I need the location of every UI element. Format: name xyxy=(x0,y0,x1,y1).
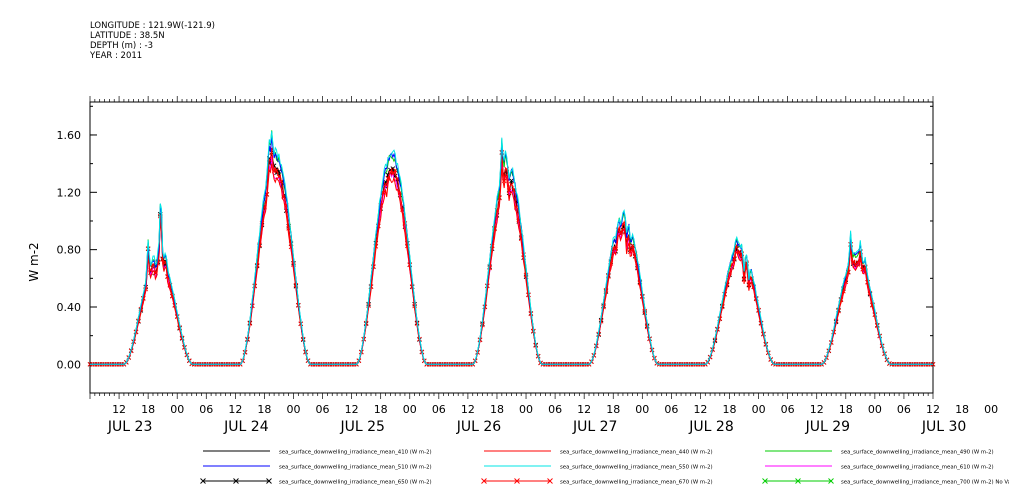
legend-label: sea_surface_downwelling_irradiance_mean_… xyxy=(560,450,713,456)
series-marker-7 xyxy=(506,188,512,194)
series-marker-7 xyxy=(514,205,519,210)
legend-marker xyxy=(762,478,768,484)
x-hour-tick-label: 06 xyxy=(548,403,562,416)
series-marker-7 xyxy=(501,178,507,184)
legend-label: sea_surface_downwelling_irradiance_mean_… xyxy=(841,450,994,456)
longitude-label: LONGITUDE : 121.9W(-121.9) xyxy=(90,21,215,31)
x-hour-tick-label: 00 xyxy=(635,403,649,416)
x-hour-tick-label: 00 xyxy=(868,403,882,416)
x-date-label: JUL 23 xyxy=(107,419,152,435)
x-hour-tick-label: 18 xyxy=(374,403,388,416)
header-info: LONGITUDE : 121.9W(-121.9) LATITUDE : 38… xyxy=(90,21,215,61)
series-marker-6 xyxy=(509,178,514,184)
legend-marker xyxy=(481,478,487,484)
series-marker-7 xyxy=(281,194,287,200)
x-hour-tick-label: 06 xyxy=(664,403,678,416)
series-marker-7 xyxy=(480,322,485,328)
series-marker-7 xyxy=(383,182,388,187)
series-marker-7 xyxy=(855,260,861,265)
series-line-1 xyxy=(90,163,933,365)
x-hour-tick-label: 06 xyxy=(897,403,911,416)
x-hour-tick-label: 12 xyxy=(461,403,475,416)
legend-marker xyxy=(233,478,239,484)
x-hour-tick-label: 12 xyxy=(577,403,591,416)
x-hour-tick-label: 00 xyxy=(519,403,533,416)
x-hour-tick-label: 00 xyxy=(286,403,300,416)
y-tick-label: 0.00 xyxy=(57,358,82,371)
legend-label: sea_surface_downwelling_irradiance_mean_… xyxy=(841,465,994,471)
chart-legend: sea_surface_downwelling_irradiance_mean_… xyxy=(200,450,1009,486)
series-line-2 xyxy=(90,130,933,365)
series-marker-7 xyxy=(148,267,153,273)
y-tick-label: 0.80 xyxy=(57,244,82,257)
x-date-label: JUL 29 xyxy=(805,419,850,435)
x-date-label: JUL 25 xyxy=(339,419,384,435)
series-line-5 xyxy=(90,156,933,365)
legend-marker xyxy=(266,478,272,484)
x-hour-tick-label: 06 xyxy=(781,403,795,416)
plot-frame xyxy=(89,101,934,394)
x-date-label: JUL 27 xyxy=(572,419,617,435)
legend-marker xyxy=(547,478,553,484)
x-hour-tick-label: 06 xyxy=(432,403,446,416)
series-marker-7 xyxy=(746,282,752,287)
x-date-label: JUL 30 xyxy=(921,419,966,435)
x-hour-tick-label: 18 xyxy=(839,403,853,416)
series-marker-7 xyxy=(274,168,279,173)
series-marker-7 xyxy=(366,303,371,308)
x-hour-tick-label: 00 xyxy=(984,403,998,416)
legend-label: sea_surface_downwelling_irradiance_mean_… xyxy=(560,465,713,471)
legend-label: sea_surface_downwelling_irradiance_mean_… xyxy=(279,465,432,471)
legend-marker xyxy=(795,478,801,484)
legend-label: sea_surface_downwelling_irradiance_mean_… xyxy=(279,450,432,456)
x-hour-tick-label: 00 xyxy=(170,403,184,416)
x-hour-tick-label: 18 xyxy=(606,403,620,416)
x-date-label: JUL 28 xyxy=(688,419,733,435)
x-hour-tick-label: 18 xyxy=(257,403,271,416)
x-hour-tick-label: 12 xyxy=(345,403,359,416)
series-marker-7 xyxy=(279,179,284,184)
x-date-label: JUL 24 xyxy=(223,419,269,435)
x-hour-tick-label: 06 xyxy=(199,403,213,416)
x-hour-tick-label: 18 xyxy=(141,403,155,416)
x-hour-tick-label: 18 xyxy=(490,403,504,416)
x-hour-tick-label: 18 xyxy=(955,403,969,416)
series-marker-7 xyxy=(613,246,618,252)
legend-marker xyxy=(514,478,520,484)
series-marker-7 xyxy=(153,270,158,275)
x-hour-tick-label: 12 xyxy=(810,403,824,416)
legend-marker xyxy=(200,478,206,484)
x-hour-tick-label: 18 xyxy=(723,403,737,416)
series-line-4 xyxy=(90,131,933,365)
y-tick-label: 0.40 xyxy=(57,301,82,314)
y-tick-label: 1.60 xyxy=(57,129,82,142)
series-marker-7 xyxy=(741,277,747,283)
chart-series xyxy=(87,130,936,367)
series-marker-7 xyxy=(509,182,514,187)
series-marker-7 xyxy=(732,255,737,261)
year-label: YEAR : 2011 xyxy=(90,51,143,61)
x-hour-tick-label: 12 xyxy=(926,403,940,416)
x-hour-tick-label: 12 xyxy=(228,403,242,416)
y-axis-label: W m-2 xyxy=(27,242,41,281)
series-marker-7 xyxy=(276,174,282,179)
legend-label: sea_surface_downwelling_irradiance_mean_… xyxy=(841,480,1009,486)
series-marker-7 xyxy=(627,249,633,254)
series-marker-7 xyxy=(618,231,623,236)
x-hour-tick-label: 12 xyxy=(112,403,126,416)
x-hour-tick-label: 00 xyxy=(752,403,766,416)
legend-label: sea_surface_downwelling_irradiance_mean_… xyxy=(560,480,713,486)
legend-label: sea_surface_downwelling_irradiance_mean_… xyxy=(279,480,432,486)
series-marker-7 xyxy=(385,176,391,181)
y-tick-label: 1.20 xyxy=(57,186,82,199)
x-hour-tick-label: 06 xyxy=(316,403,330,416)
depth-label: DEPTH (m) : -3 xyxy=(90,41,153,51)
legend-marker xyxy=(828,478,834,484)
x-hour-tick-label: 00 xyxy=(403,403,417,416)
x-date-label: JUL 26 xyxy=(456,419,502,435)
chart-axes: 12 18 00 06 12 18 00 06 12 18 00 06 12 18 00 06 12 18 00 06… xyxy=(57,96,998,435)
x-hour-tick-label: 12 xyxy=(693,403,707,416)
latitude-label: LATITUDE : 38.5N xyxy=(90,31,165,41)
